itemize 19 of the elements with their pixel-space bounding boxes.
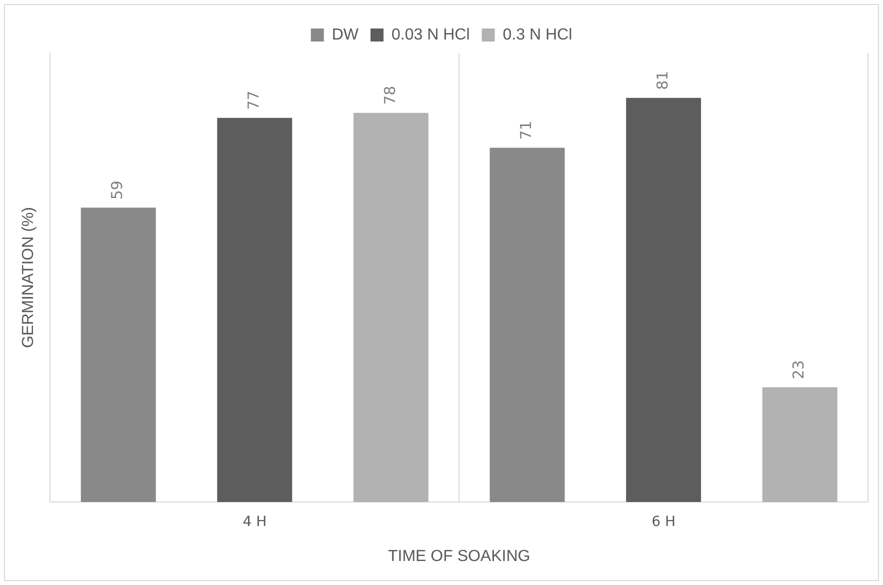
- bar: [217, 118, 292, 502]
- data-label: 59: [108, 180, 126, 200]
- bar: [80, 208, 156, 502]
- legend-label: 0.03 N HCl: [392, 26, 470, 44]
- bar: [353, 112, 428, 502]
- data-label: 81: [653, 70, 672, 90]
- x-axis-title: TIME OF SOAKING: [388, 548, 530, 565]
- data-label: 78: [380, 86, 399, 105]
- legend-label: DW: [332, 26, 360, 44]
- bar: [762, 387, 838, 502]
- legend-label: 0.3 N HCl: [502, 26, 572, 44]
- data-label: 23: [790, 360, 808, 380]
- data-label: 71: [517, 120, 536, 140]
- bar: [490, 148, 565, 502]
- data-label: 77: [244, 90, 263, 110]
- y-axis-title: GERMINATION (%): [20, 206, 38, 348]
- x-tick-label: 4 H: [242, 514, 267, 530]
- bar: [626, 98, 702, 502]
- x-tick-label: 6 H: [652, 514, 676, 530]
